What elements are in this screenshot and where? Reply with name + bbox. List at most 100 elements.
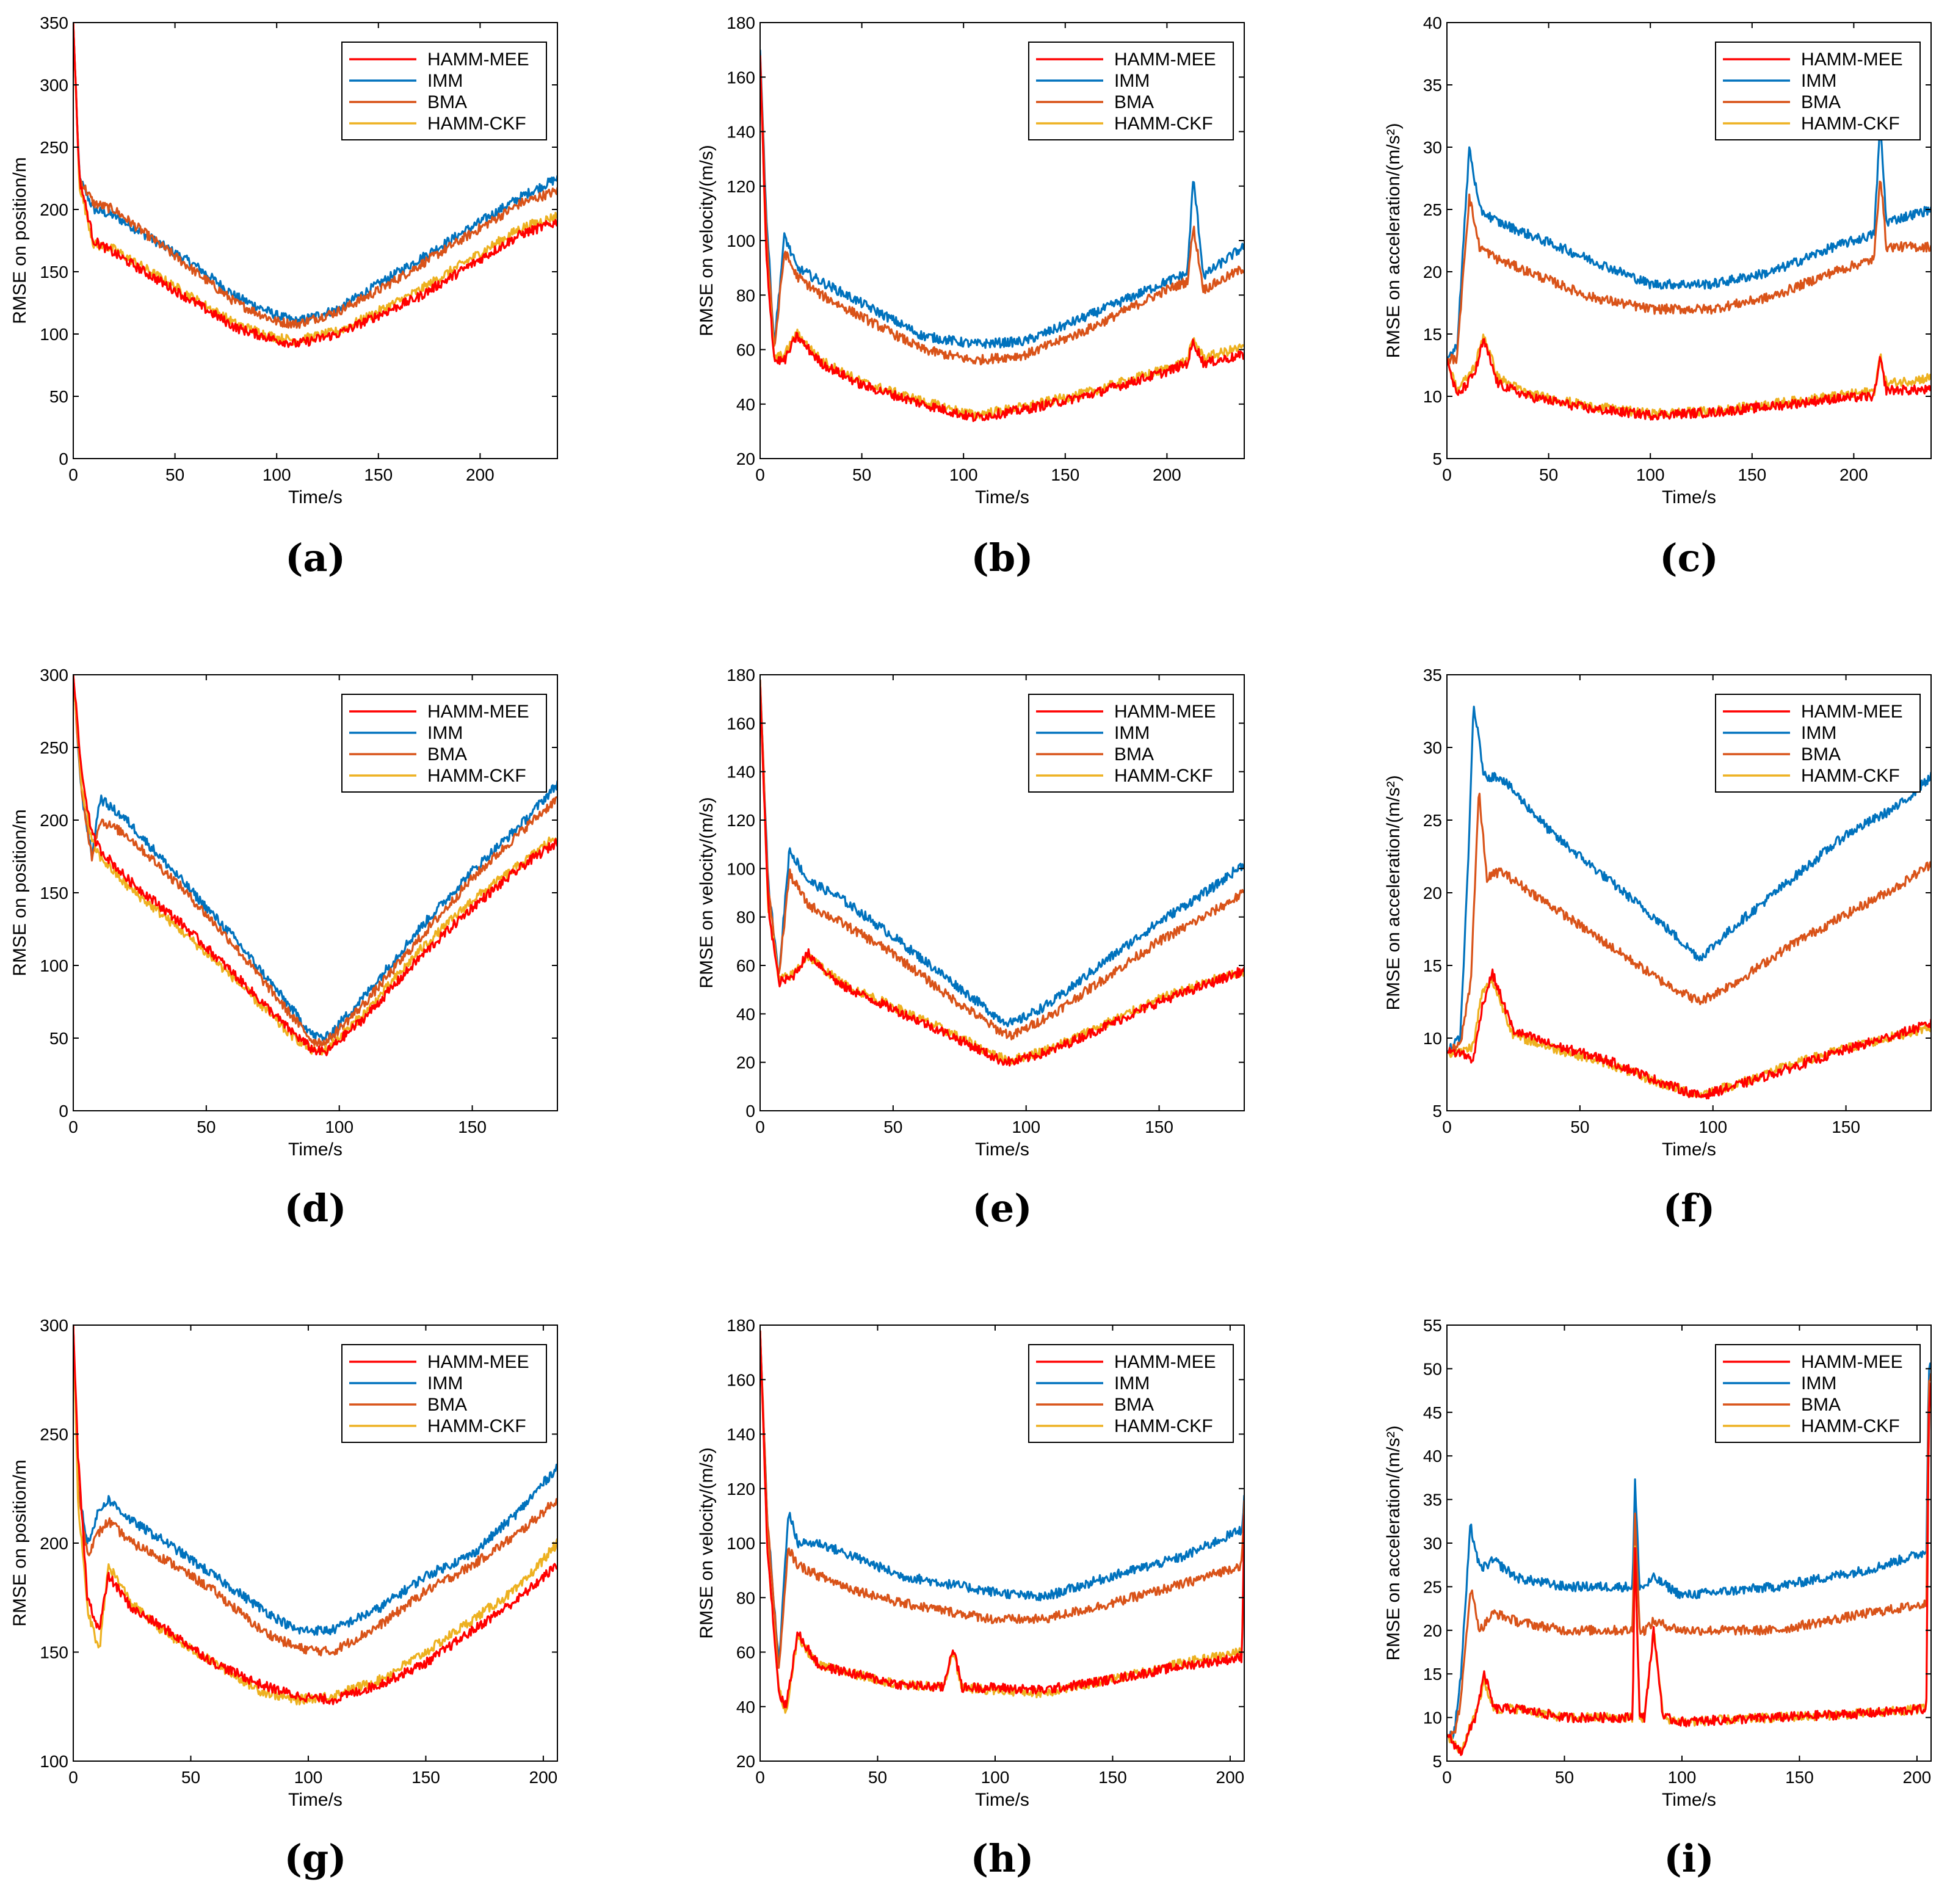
y-tick-label: 300: [40, 1316, 68, 1335]
panel-label: (f): [1663, 1186, 1715, 1230]
y-tick-label: 200: [40, 811, 68, 830]
panel-label: (i): [1664, 1836, 1714, 1881]
x-tick-label: 150: [1051, 465, 1079, 484]
series-line-imm: [1447, 1362, 1931, 1740]
y-tick-label: 20: [736, 449, 755, 468]
chart-panel-2: 0 50 100 150 200 20 40 60 80 100 120 140 160 180 Time/…: [697, 13, 1245, 580]
y-tick-label: 25: [1423, 1577, 1442, 1596]
y-tick-label: 20: [736, 1752, 755, 1771]
x-tick-label: 0: [755, 465, 765, 484]
y-tick-label: 0: [59, 449, 68, 468]
x-tick-label: 150: [1738, 465, 1766, 484]
y-tick-label: 60: [736, 1643, 755, 1662]
legend-label: HAMM-MEE: [1801, 49, 1903, 70]
series-line-bma: [73, 675, 557, 1048]
y-tick-label: 40: [1423, 13, 1442, 32]
y-tick-label: 45: [1423, 1403, 1442, 1422]
chart-panel-1: 0 50 100 150 200 0 50 100 150 200 250 300 350 Time/s R…: [10, 13, 558, 580]
y-tick-label: 100: [727, 859, 755, 878]
series-line-hamm-mee: [760, 686, 1244, 1067]
legend-label: HAMM-CKF: [1114, 766, 1213, 786]
x-tick-label: 0: [755, 1117, 765, 1136]
x-tick-label: 50: [868, 1768, 887, 1787]
y-tick-label: 50: [1423, 1359, 1442, 1378]
x-axis-label: Time/s: [975, 487, 1029, 507]
x-tick-label: 200: [529, 1768, 558, 1787]
y-tick-label: 140: [727, 123, 755, 142]
x-tick-label: 150: [1832, 1117, 1860, 1136]
series-line-hamm-mee: [1447, 338, 1931, 421]
legend-label: HAMM-MEE: [1114, 702, 1216, 722]
series-line-hamm-mee: [73, 23, 557, 348]
legend-label: HAMM-MEE: [1114, 49, 1216, 70]
y-tick-label: 40: [736, 1698, 755, 1717]
y-tick-label: 200: [40, 1534, 68, 1553]
chart-panel-7: 0 50 100 150 200 100 150 200 250 300 Time/s RMSE on…: [10, 1316, 558, 1881]
legend-label: HAMM-MEE: [427, 1352, 529, 1372]
y-tick-label: 10: [1423, 1029, 1442, 1048]
y-tick-label: 40: [736, 395, 755, 414]
x-tick-label: 200: [1216, 1768, 1245, 1787]
y-tick-label: 50: [49, 387, 68, 406]
legend-label: BMA: [427, 744, 467, 765]
x-tick-label: 100: [294, 1768, 323, 1787]
legend-label: IMM: [427, 1373, 463, 1393]
panel-label: (e): [972, 1186, 1032, 1230]
x-tick-label: 50: [1555, 1768, 1574, 1787]
x-tick-label: 150: [364, 465, 393, 484]
plot-area: [1447, 705, 1931, 1100]
chart-panel-5: 0 50 100 150 0 20 40 60 80 100 120 140 160 180 Time/s R…: [697, 666, 1245, 1230]
y-tick-label: 50: [49, 1029, 68, 1048]
legend-label: BMA: [1114, 744, 1154, 765]
plot-area: [760, 1330, 1244, 1714]
x-tick-label: 200: [1153, 465, 1181, 484]
y-tick-label: 5: [1432, 1102, 1442, 1121]
series-line-hamm-mee: [73, 675, 557, 1056]
y-tick-label: 20: [1423, 263, 1442, 282]
y-tick-label: 25: [1423, 200, 1442, 219]
y-tick-label: 80: [736, 908, 755, 927]
y-tick-label: 100: [40, 1752, 68, 1771]
y-tick-label: 120: [727, 177, 755, 196]
chart-panel-9: 0 50 100 150 200 5 10 15 20 25 30 35 40 45 50 55 Time/s R…: [1383, 1316, 1932, 1881]
y-tick-label: 30: [1423, 138, 1442, 157]
legend-label: BMA: [1801, 92, 1841, 112]
y-tick-label: 0: [59, 1102, 68, 1121]
series-line-imm: [1447, 123, 1931, 360]
y-axis-label: RMSE on velocity/(m/s): [697, 1447, 717, 1638]
y-tick-label: 250: [40, 138, 68, 157]
series-line-bma: [1447, 180, 1931, 365]
x-tick-label: 100: [1012, 1117, 1040, 1136]
y-tick-label: 300: [40, 666, 68, 685]
x-axis-label: Time/s: [288, 1790, 343, 1810]
y-tick-label: 80: [736, 286, 755, 305]
x-tick-label: 150: [1145, 1117, 1173, 1136]
y-tick-label: 15: [1423, 1665, 1442, 1684]
axes-frame: [1446, 22, 1932, 459]
y-tick-label: 15: [1423, 956, 1442, 975]
y-tick-label: 180: [727, 1316, 755, 1335]
plot-area: [73, 23, 557, 348]
legend-label: IMM: [1114, 71, 1150, 91]
x-tick-label: 0: [68, 465, 78, 484]
y-tick-label: 160: [727, 714, 755, 733]
y-axis-label: RMSE on position/m: [10, 157, 30, 324]
x-tick-label: 150: [1098, 1768, 1127, 1787]
y-tick-label: 20: [736, 1053, 755, 1072]
y-tick-label: 20: [1423, 1621, 1442, 1640]
x-axis-label: Time/s: [1662, 1790, 1716, 1810]
legend-label: IMM: [427, 71, 463, 91]
y-tick-label: 160: [727, 1370, 755, 1389]
x-tick-label: 150: [411, 1768, 440, 1787]
y-tick-label: 10: [1423, 1709, 1442, 1728]
y-tick-label: 35: [1423, 1491, 1442, 1510]
y-tick-label: 80: [736, 1588, 755, 1607]
series-line-hamm-mee: [1447, 1382, 1931, 1756]
x-tick-label: 0: [68, 1117, 78, 1136]
series-line-bma: [760, 55, 1244, 366]
series-line-bma: [1447, 1373, 1931, 1739]
